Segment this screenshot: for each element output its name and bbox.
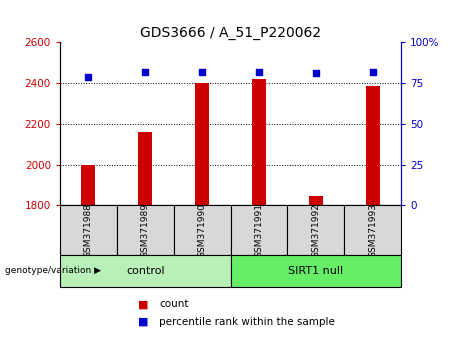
Text: control: control xyxy=(126,266,165,276)
Point xyxy=(198,69,206,75)
Bar xyxy=(138,132,152,205)
Bar xyxy=(195,83,209,205)
Text: percentile rank within the sample: percentile rank within the sample xyxy=(159,317,335,327)
Text: ■: ■ xyxy=(138,299,149,309)
Text: GSM371992: GSM371992 xyxy=(311,202,320,258)
Bar xyxy=(60,255,230,287)
Point xyxy=(85,74,92,80)
Bar xyxy=(366,86,380,205)
Bar xyxy=(309,195,323,205)
Title: GDS3666 / A_51_P220062: GDS3666 / A_51_P220062 xyxy=(140,26,321,40)
Text: GSM371989: GSM371989 xyxy=(141,202,150,258)
Bar xyxy=(344,205,401,255)
Text: genotype/variation ▶: genotype/variation ▶ xyxy=(5,266,100,275)
Point xyxy=(369,69,376,75)
Bar xyxy=(252,79,266,205)
Point xyxy=(142,69,149,75)
Bar xyxy=(117,205,174,255)
Text: GSM371993: GSM371993 xyxy=(368,202,377,258)
Point xyxy=(255,69,263,75)
Text: count: count xyxy=(159,299,189,309)
Text: GSM371988: GSM371988 xyxy=(84,202,93,258)
Bar xyxy=(230,205,287,255)
Bar xyxy=(81,165,95,205)
Bar xyxy=(287,205,344,255)
Bar xyxy=(174,205,230,255)
Bar xyxy=(60,205,117,255)
Point xyxy=(312,70,319,76)
Text: SIRT1 null: SIRT1 null xyxy=(288,266,343,276)
Text: ■: ■ xyxy=(138,317,149,327)
Text: GSM371991: GSM371991 xyxy=(254,202,263,258)
Text: GSM371990: GSM371990 xyxy=(198,202,207,258)
Bar xyxy=(230,255,401,287)
